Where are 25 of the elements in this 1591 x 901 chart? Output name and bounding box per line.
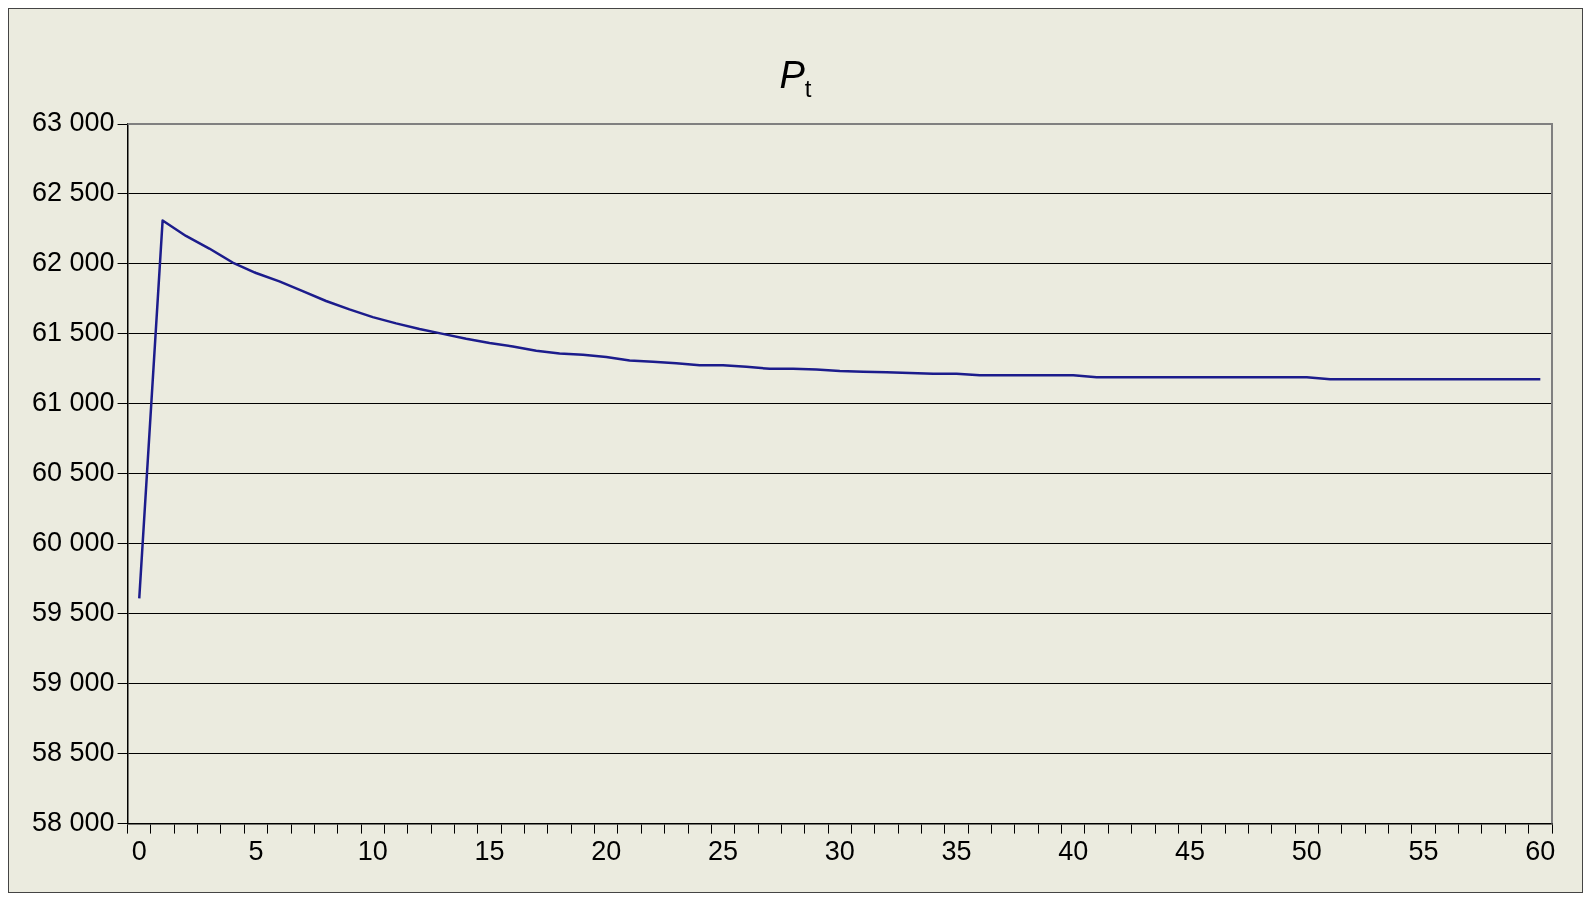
- y-tick-label: 63 000: [31, 107, 115, 138]
- y-tick-label: 58 000: [31, 807, 115, 838]
- y-tick-label: 59 000: [31, 667, 115, 698]
- x-tick-label: 0: [131, 836, 147, 867]
- chart-title: P$_{t}$: [778, 54, 813, 103]
- y-tick-label: 58 500: [31, 737, 115, 768]
- x-tick-label: 30: [824, 836, 855, 867]
- y-tick-label: 61 000: [31, 387, 115, 418]
- x-tick-label: 50: [1291, 836, 1322, 867]
- y-tick-label: 60 000: [31, 527, 115, 558]
- x-tick-label: 20: [591, 836, 622, 867]
- x-tick-label: 15: [474, 836, 505, 867]
- y-tick-label: 60 500: [31, 457, 115, 488]
- x-tick-label: 55: [1408, 836, 1439, 867]
- y-tick-label: 62 000: [31, 247, 115, 278]
- x-tick-label: 60: [1525, 836, 1556, 867]
- x-tick-label: 10: [357, 836, 388, 867]
- y-tick-label: 61 500: [31, 317, 115, 348]
- x-tick-label: 45: [1175, 836, 1206, 867]
- y-tick-label: 59 500: [31, 597, 115, 628]
- y-tick-label: 62 500: [31, 177, 115, 208]
- x-tick-label: 40: [1058, 836, 1089, 867]
- x-tick-label: 5: [248, 836, 264, 867]
- x-tick-label: 35: [941, 836, 972, 867]
- x-tick-label: 25: [708, 836, 739, 867]
